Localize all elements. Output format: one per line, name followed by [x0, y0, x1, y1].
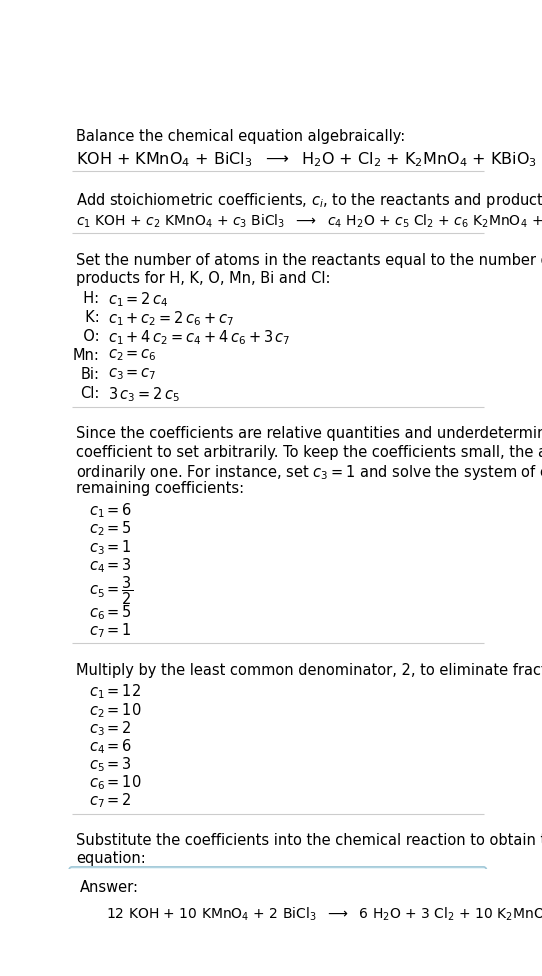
Text: $3\,c_3 = 2\,c_5$: $3\,c_3 = 2\,c_5$	[108, 386, 179, 404]
Text: equation:: equation:	[76, 851, 146, 867]
Text: $c_7 = 2$: $c_7 = 2$	[89, 792, 132, 810]
Text: coefficient to set arbitrarily. To keep the coefficients small, the arbitrary va: coefficient to set arbitrarily. To keep …	[76, 445, 542, 460]
Text: $c_2 = c_6$: $c_2 = c_6$	[108, 347, 157, 363]
FancyBboxPatch shape	[69, 867, 487, 953]
Text: 12 KOH + 10 KMnO$_4$ + 2 BiCl$_3$  $\longrightarrow$  6 H$_2$O + 3 Cl$_2$ + 10 K: 12 KOH + 10 KMnO$_4$ + 2 BiCl$_3$ $\long…	[106, 905, 542, 922]
Text: Substitute the coefficients into the chemical reaction to obtain the balanced: Substitute the coefficients into the che…	[76, 834, 542, 848]
Text: Mn:: Mn:	[73, 347, 99, 363]
Text: Add stoichiometric coefficients, $c_i$, to the reactants and products:: Add stoichiometric coefficients, $c_i$, …	[76, 191, 542, 210]
Text: H:: H:	[74, 291, 99, 305]
Text: $c_5 = 3$: $c_5 = 3$	[89, 755, 132, 774]
Text: $c_4 = 3$: $c_4 = 3$	[89, 556, 132, 575]
Text: $c_1$ KOH + $c_2$ KMnO$_4$ + $c_3$ BiCl$_3$  $\longrightarrow$  $c_4$ H$_2$O + $: $c_1$ KOH + $c_2$ KMnO$_4$ + $c_3$ BiCl$…	[76, 213, 542, 229]
Text: $c_1 = 12$: $c_1 = 12$	[89, 682, 141, 702]
Text: $c_7 = 1$: $c_7 = 1$	[89, 622, 132, 640]
Text: $c_2 = 10$: $c_2 = 10$	[89, 701, 141, 719]
Text: $c_1 + c_2 = 2\,c_6 + c_7$: $c_1 + c_2 = 2\,c_6 + c_7$	[108, 309, 234, 328]
Text: K:: K:	[75, 309, 99, 325]
Text: KOH + KMnO$_4$ + BiCl$_3$  $\longrightarrow$  H$_2$O + Cl$_2$ + K$_2$MnO$_4$ + K: KOH + KMnO$_4$ + BiCl$_3$ $\longrightarr…	[76, 150, 537, 170]
Text: $c_1 + 4\,c_2 = c_4 + 4\,c_6 + 3\,c_7$: $c_1 + 4\,c_2 = c_4 + 4\,c_6 + 3\,c_7$	[108, 329, 290, 347]
Text: $c_3 = 1$: $c_3 = 1$	[89, 538, 132, 556]
Text: O:: O:	[74, 329, 99, 344]
Text: Balance the chemical equation algebraically:: Balance the chemical equation algebraica…	[76, 129, 405, 144]
Text: Bi:: Bi:	[80, 367, 99, 382]
Text: Answer:: Answer:	[80, 880, 139, 895]
Text: $c_2 = 5$: $c_2 = 5$	[89, 519, 132, 539]
Text: $c_6 = 10$: $c_6 = 10$	[89, 774, 141, 793]
Text: $c_6 = 5$: $c_6 = 5$	[89, 603, 132, 622]
Text: $c_3 = c_7$: $c_3 = c_7$	[108, 367, 156, 383]
Text: $c_5 = \dfrac{3}{2}$: $c_5 = \dfrac{3}{2}$	[89, 574, 133, 607]
Text: Cl:: Cl:	[80, 386, 99, 400]
Text: Multiply by the least common denominator, 2, to eliminate fractional coefficient: Multiply by the least common denominator…	[76, 663, 542, 677]
Text: products for H, K, O, Mn, Bi and Cl:: products for H, K, O, Mn, Bi and Cl:	[76, 270, 331, 286]
Text: $c_4 = 6$: $c_4 = 6$	[89, 737, 132, 755]
Text: ordinarily one. For instance, set $c_3 = 1$ and solve the system of equations fo: ordinarily one. For instance, set $c_3 =…	[76, 463, 542, 482]
Text: Set the number of atoms in the reactants equal to the number of atoms in the: Set the number of atoms in the reactants…	[76, 253, 542, 267]
Text: remaining coefficients:: remaining coefficients:	[76, 481, 244, 496]
Text: $c_1 = 2\,c_4$: $c_1 = 2\,c_4$	[108, 291, 168, 309]
Text: $c_3 = 2$: $c_3 = 2$	[89, 719, 132, 738]
Text: Since the coefficients are relative quantities and underdetermined, choose a: Since the coefficients are relative quan…	[76, 427, 542, 441]
Text: $c_1 = 6$: $c_1 = 6$	[89, 502, 132, 520]
